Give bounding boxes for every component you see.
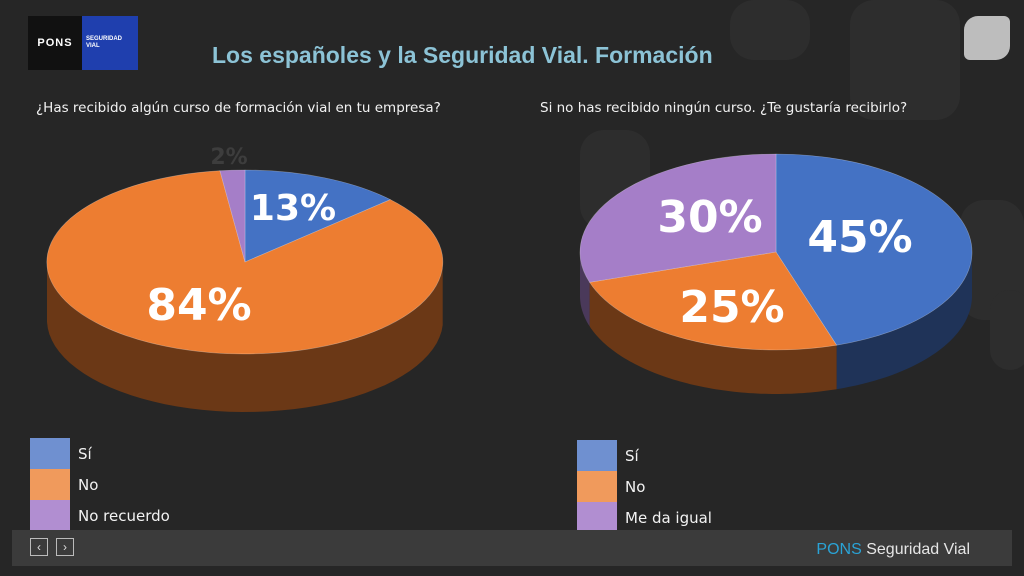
pie-slice-side-No [589, 282, 837, 394]
legend-label: Sí [625, 446, 639, 465]
chart2-legend: Sí No Me da igual [577, 440, 712, 533]
slide-title: Los españoles y la Seguridad Vial. Forma… [212, 42, 713, 68]
pie-slice-Sí [775, 153, 973, 346]
legend-item: Sí [577, 440, 712, 471]
pie-slice-No recuerdo [219, 169, 246, 263]
pie-chart-2: 45% 25% 30% [579, 153, 973, 394]
footer-brand-seguridad-vial: Seguridad Vial [866, 541, 970, 558]
legend-label: No recuerdo [78, 506, 170, 525]
legend-swatch-no [30, 469, 70, 500]
legend-label: No [625, 477, 646, 496]
legend-swatch-si [577, 440, 617, 471]
chart2-question: Si no has recibido ningún curso. ¿Te gus… [540, 100, 908, 116]
chevron-left-icon: ‹ [37, 540, 41, 554]
footer-brand: PONS Seguridad Vial [816, 541, 970, 559]
background-shape [730, 0, 810, 60]
legend-label: Sí [78, 444, 92, 463]
data-label: 25% [679, 282, 784, 333]
prev-slide-button[interactable]: ‹ [30, 538, 48, 556]
next-slide-button[interactable]: › [56, 538, 74, 556]
pons-logo: PONS SEGURIDAD VIAL [28, 16, 138, 70]
data-label: 2% [210, 145, 247, 170]
data-label: 13% [250, 188, 336, 229]
pie-slice-Sí [244, 169, 392, 263]
pie-slice-Me da igual [579, 153, 777, 283]
pie-side-walls [47, 264, 443, 412]
legend-item: No [30, 469, 170, 500]
legend-swatch-no-recuerdo [30, 500, 70, 531]
legend-swatch-no [577, 471, 617, 502]
background-shape [850, 0, 960, 120]
legend-item: No [577, 471, 712, 502]
pie-slice-side-Sí [836, 253, 972, 390]
pie-slice-side-No [47, 264, 443, 412]
corner-decoration [964, 16, 1010, 60]
legend-swatch-me-da-igual [577, 502, 617, 533]
footer-bar [12, 530, 1012, 566]
chart1-legend: Sí No No recuerdo [30, 438, 170, 531]
logo-right-line1: SEGURIDAD [86, 36, 123, 42]
chart1-question: ¿Has recibido algún curso de formación v… [36, 100, 441, 116]
background-shape [990, 290, 1024, 370]
logo-right-line2: VIAL [86, 43, 100, 49]
legend-swatch-si [30, 438, 70, 469]
pie-slice-No [589, 251, 838, 351]
legend-item: Sí [30, 438, 170, 469]
data-label: 45% [807, 212, 912, 263]
data-label: 30% [657, 192, 762, 243]
legend-label: Me da igual [625, 508, 712, 527]
pie-slice-side-Me da igual [580, 252, 590, 327]
legend-item: No recuerdo [30, 500, 170, 531]
data-label: 84% [146, 280, 251, 331]
chevron-right-icon: › [63, 540, 67, 554]
footer-brand-pons: PONS [816, 541, 862, 558]
pie-slice-No [46, 170, 444, 355]
logo-left: PONS [28, 16, 82, 70]
legend-label: No [78, 475, 99, 494]
pie-chart-1: 13% 84% 2% [46, 145, 444, 412]
legend-item: Me da igual [577, 502, 712, 533]
logo-right: SEGURIDAD VIAL [82, 16, 138, 70]
pie-side-walls [580, 252, 972, 394]
